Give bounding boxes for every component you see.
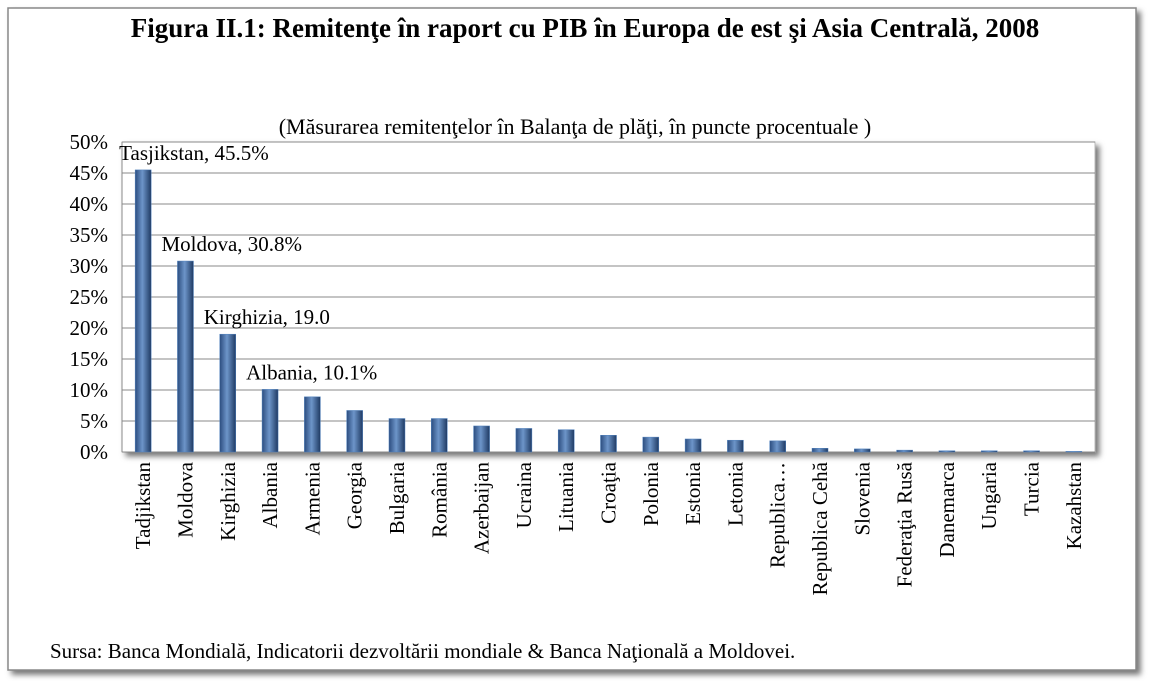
- y-tick-label: 50%: [70, 130, 109, 154]
- x-tick-label: Tadjikstan: [131, 462, 155, 550]
- x-tick-label: Polonia: [639, 461, 663, 526]
- bar: [1023, 450, 1040, 453]
- x-tick-label: Ucraina: [512, 461, 536, 528]
- x-tick-label: Kirghizia: [216, 461, 240, 541]
- y-tick-label: 20%: [70, 316, 109, 340]
- source: Sursa: Banca Mondială, Indicatorii dezvo…: [50, 639, 795, 663]
- subtitle: (Măsurarea remitenţelor în Balanţa de pl…: [279, 114, 872, 139]
- x-tick-label: Republica…: [766, 462, 790, 568]
- bar: [431, 418, 448, 453]
- x-tick-label: Azerbaijan: [470, 462, 494, 555]
- bar: [177, 260, 194, 453]
- bar: [346, 410, 363, 453]
- y-tick-label: 10%: [70, 378, 109, 402]
- x-tick-label: Croaţia: [597, 461, 621, 523]
- x-tick-label: Federaţia Rusă: [893, 461, 917, 587]
- bar: [769, 440, 786, 453]
- x-tick-label: Georgia: [343, 461, 367, 529]
- bar: [600, 435, 617, 453]
- y-tick-label: 25%: [70, 285, 109, 309]
- x-tick-label: România: [427, 461, 451, 537]
- x-tick-label: Turcia: [1020, 461, 1044, 516]
- data-label: Moldova, 30.8%: [161, 232, 302, 256]
- bar: [134, 169, 152, 453]
- data-label: Albania, 10.1%: [246, 360, 377, 384]
- bar: [896, 449, 913, 453]
- bar: [388, 418, 406, 453]
- y-tick-label: 40%: [70, 192, 109, 216]
- x-tick-label: Armenia: [300, 461, 324, 535]
- x-tick-label: Kazahstan: [1062, 462, 1086, 550]
- x-tick-label: Lituania: [554, 461, 578, 532]
- bar: [727, 439, 744, 453]
- bar: [811, 448, 829, 453]
- y-tick-label: 5%: [80, 409, 108, 433]
- data-label: Kirghizia, 19.0: [204, 305, 330, 329]
- x-tick-label: Ungaria: [977, 461, 1001, 529]
- x-tick-label: Moldova: [173, 461, 197, 538]
- y-tick-label: 15%: [70, 347, 109, 371]
- chart-title: Figura II.1: Remitenţe în raport cu PIB …: [130, 13, 1040, 43]
- bar: [261, 389, 279, 453]
- x-tick-label: Danemarca: [935, 461, 959, 557]
- bar: [304, 396, 321, 453]
- y-tick-label: 35%: [70, 223, 109, 247]
- data-label: Tasjikstan, 45.5%: [119, 141, 269, 165]
- x-tick-label: Letonia: [723, 461, 747, 526]
- x-tick-label: Republica Cehă: [808, 461, 832, 595]
- bar: [980, 450, 998, 453]
- bar: [1065, 451, 1083, 453]
- x-tick-label: Albania: [258, 461, 282, 528]
- bar: [642, 436, 660, 453]
- x-tick-label: Estonia: [681, 461, 705, 525]
- bar: [473, 425, 490, 453]
- y-tick-label: 45%: [70, 161, 109, 185]
- x-tick-label: Slovenia: [850, 461, 874, 535]
- bar: [219, 333, 237, 453]
- x-tick-label: Bulgaria: [385, 461, 409, 534]
- bar: [684, 438, 702, 453]
- y-tick-label: 0%: [80, 440, 108, 464]
- bar: [938, 450, 956, 453]
- bar: [854, 448, 871, 453]
- y-tick-label: 30%: [70, 254, 109, 278]
- bar: [515, 428, 533, 453]
- bar: [557, 429, 575, 453]
